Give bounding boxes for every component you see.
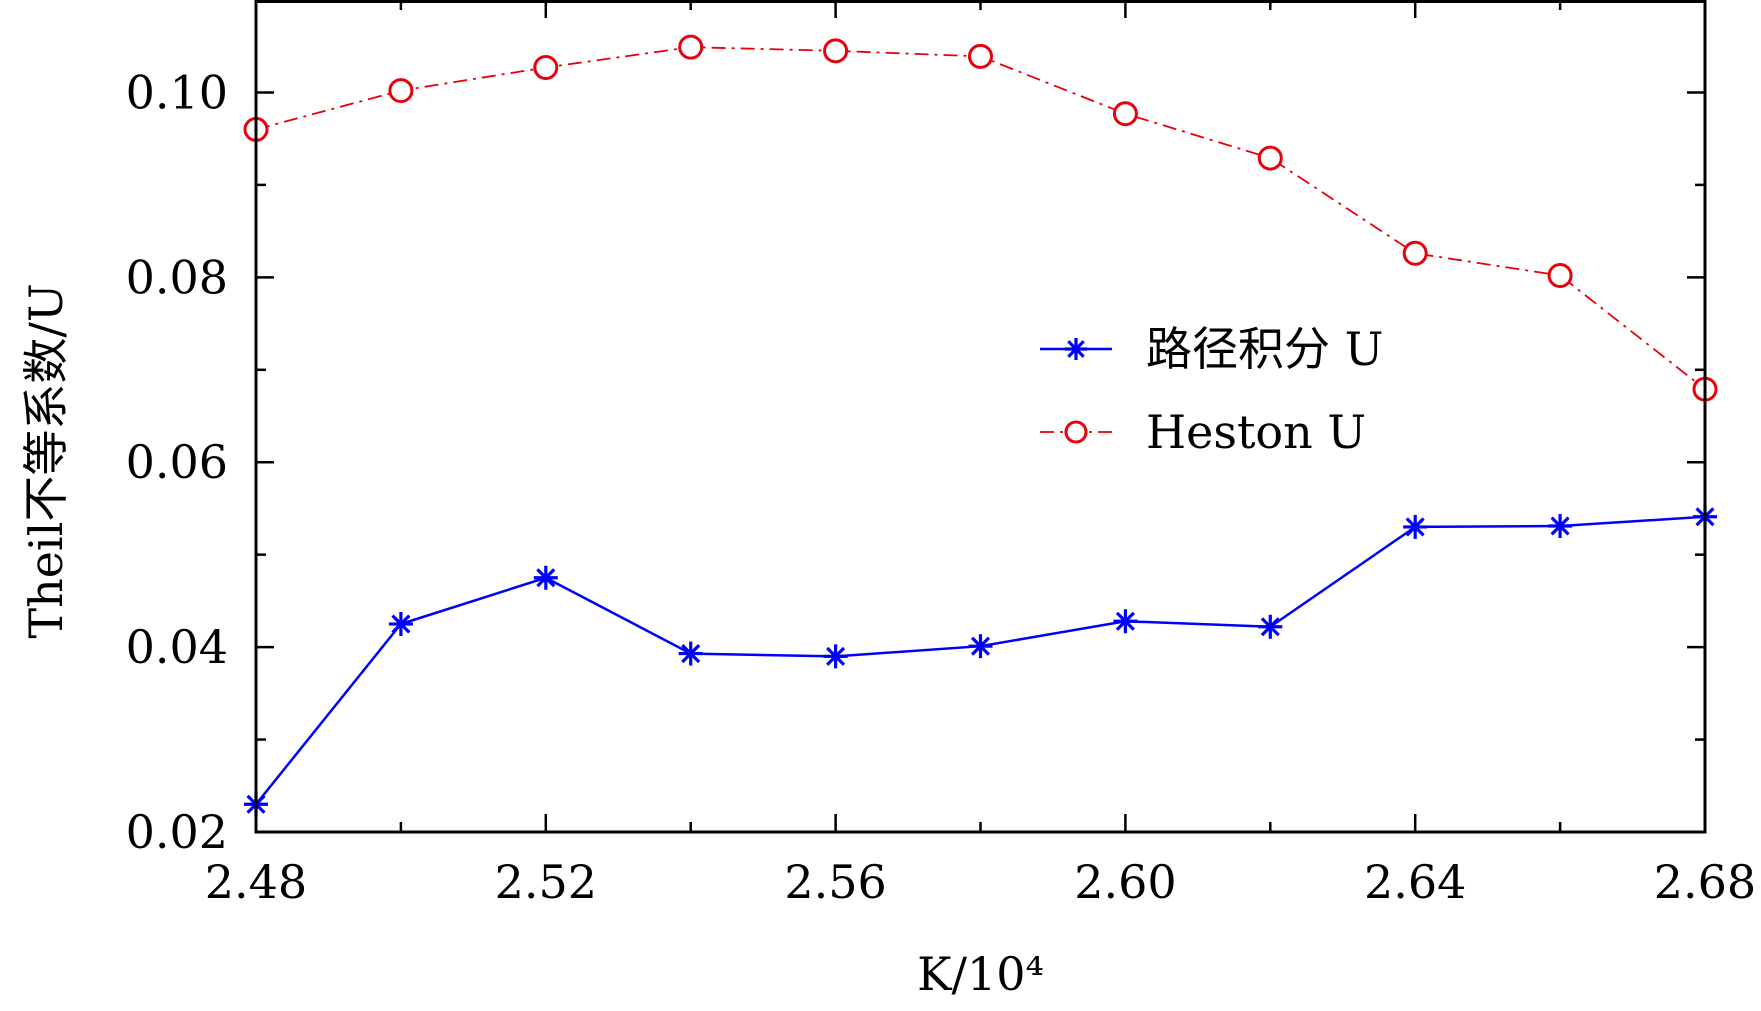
x-tick-label: 2.68	[1654, 855, 1756, 909]
x-tick-label: 2.56	[784, 855, 886, 909]
legend-item: 路径积分 U	[1040, 322, 1383, 376]
circle-marker	[1402, 240, 1428, 266]
series-1	[244, 504, 1717, 817]
legend-label: 路径积分 U	[1146, 322, 1383, 376]
circle-marker	[1547, 262, 1573, 288]
asterisk-stroke	[681, 644, 701, 664]
y-tick-label: 0.06	[126, 435, 228, 489]
axes: 2.48 2.52 2.56 2.60 2.64 2.68 0.02 0.04 0.06 0.08…	[126, 0, 1756, 909]
asterisk-stroke	[1115, 611, 1135, 631]
asterisk-marker	[1403, 514, 1428, 539]
legend: 路径积分 U Heston U	[1040, 322, 1383, 459]
y-tick-label: 0.10	[126, 65, 228, 119]
circle-marker	[823, 38, 849, 64]
circle-marker	[968, 43, 993, 69]
series-line	[255, 515, 1706, 806]
x-tick-label: 2.60	[1074, 855, 1176, 909]
asterisk-marker	[823, 644, 848, 669]
circle-marker	[533, 54, 559, 80]
x-tick-label: 2.48	[205, 855, 307, 909]
asterisk-stroke	[536, 568, 556, 588]
y-axis-title: Theil不等系数/U	[19, 283, 73, 638]
asterisk-marker	[1065, 338, 1087, 360]
x-axis-title: K/10⁴	[917, 947, 1044, 1001]
plot-area	[243, 34, 1718, 817]
circle-marker	[388, 78, 414, 104]
legend-item: Heston U	[1040, 405, 1366, 459]
asterisk-marker	[678, 641, 703, 666]
y-tick-label: 0.04	[126, 620, 228, 674]
axes-frame	[254, 0, 1707, 834]
asterisk-marker	[968, 634, 993, 659]
asterisk-stroke	[391, 614, 411, 634]
asterisk-marker	[1548, 514, 1573, 539]
x-tick-label: 2.52	[495, 855, 597, 909]
x-tick-label: 2.64	[1364, 855, 1466, 909]
y-tick-label: 0.08	[126, 250, 228, 304]
asterisk-stroke	[1405, 517, 1425, 537]
series-line	[255, 46, 1706, 390]
circle-marker	[1257, 145, 1283, 171]
asterisk-stroke	[1550, 516, 1570, 536]
circle-marker	[1064, 420, 1088, 444]
asterisk-marker	[388, 612, 413, 636]
asterisk-marker	[533, 565, 558, 590]
asterisk-marker	[1258, 614, 1283, 639]
asterisk-stroke	[1260, 617, 1280, 637]
asterisk-stroke	[826, 646, 846, 666]
legend-label: Heston U	[1146, 405, 1366, 459]
series-2	[243, 34, 1718, 402]
asterisk-stroke	[1067, 340, 1085, 358]
asterisk-marker	[1113, 609, 1138, 634]
circle-marker	[678, 34, 704, 60]
asterisk-stroke	[970, 636, 991, 656]
circle-marker	[1112, 101, 1138, 127]
y-tick-label: 0.02	[126, 805, 228, 859]
